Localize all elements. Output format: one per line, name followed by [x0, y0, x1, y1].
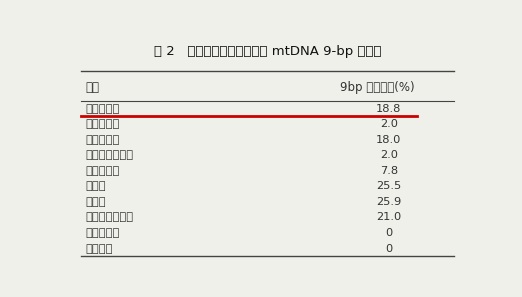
- Text: 0: 0: [385, 244, 393, 254]
- Text: 新疆维族人: 新疆维族人: [86, 119, 120, 129]
- Text: 北海道阿伊努人: 北海道阿伊努人: [86, 150, 134, 160]
- Text: 人群: 人群: [86, 80, 100, 94]
- Text: 本土日本人: 本土日本人: [86, 135, 120, 145]
- Text: 25.9: 25.9: [376, 197, 401, 207]
- Text: 18.8: 18.8: [376, 104, 401, 113]
- Text: 18.0: 18.0: [376, 135, 401, 145]
- Text: 爪哇人: 爪哇人: [86, 181, 106, 191]
- Text: 表 2   亚洲及太平洋地域人群 mtDNA 9-bp 缺失率: 表 2 亚洲及太平洋地域人群 mtDNA 9-bp 缺失率: [154, 45, 381, 58]
- Text: 9bp 缺失频率(%): 9bp 缺失频率(%): [340, 80, 415, 94]
- Text: 北京汉族人: 北京汉族人: [86, 104, 120, 113]
- Text: 21.0: 21.0: [376, 212, 401, 222]
- Text: 25.5: 25.5: [376, 181, 401, 191]
- Text: 7.8: 7.8: [380, 166, 398, 176]
- Text: 孟加拉人: 孟加拉人: [86, 244, 113, 254]
- Text: 2.0: 2.0: [380, 119, 398, 129]
- Text: 马来人: 马来人: [86, 197, 106, 207]
- Text: 0: 0: [385, 228, 393, 238]
- Text: 东印度尼西亚人: 东印度尼西亚人: [86, 212, 134, 222]
- Text: 巴基斯坦人: 巴基斯坦人: [86, 228, 120, 238]
- Text: 韩国汉城人: 韩国汉城人: [86, 166, 120, 176]
- Text: 2.0: 2.0: [380, 150, 398, 160]
